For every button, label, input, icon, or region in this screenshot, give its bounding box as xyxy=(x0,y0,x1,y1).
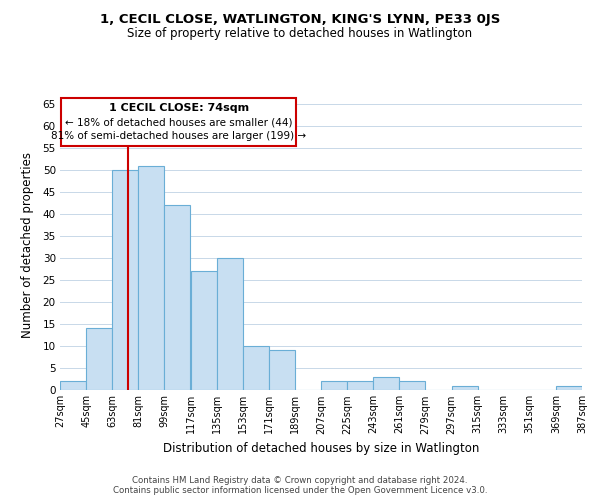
Text: ← 18% of detached houses are smaller (44): ← 18% of detached houses are smaller (44… xyxy=(65,117,293,127)
X-axis label: Distribution of detached houses by size in Watlington: Distribution of detached houses by size … xyxy=(163,442,479,455)
FancyBboxPatch shape xyxy=(61,98,296,146)
Bar xyxy=(139,166,164,390)
Bar xyxy=(86,328,112,390)
Text: 81% of semi-detached houses are larger (199) →: 81% of semi-detached houses are larger (… xyxy=(52,131,307,141)
Text: Contains public sector information licensed under the Open Government Licence v3: Contains public sector information licen… xyxy=(113,486,487,495)
Text: 1, CECIL CLOSE, WATLINGTON, KING'S LYNN, PE33 0JS: 1, CECIL CLOSE, WATLINGTON, KING'S LYNN,… xyxy=(100,12,500,26)
Bar xyxy=(60,381,86,390)
Bar xyxy=(321,381,347,390)
Bar xyxy=(112,170,138,390)
Bar xyxy=(373,377,400,390)
Text: 1 CECIL CLOSE: 74sqm: 1 CECIL CLOSE: 74sqm xyxy=(109,103,249,113)
Bar xyxy=(400,381,425,390)
Bar xyxy=(164,206,190,390)
Y-axis label: Number of detached properties: Number of detached properties xyxy=(21,152,34,338)
Bar xyxy=(347,381,373,390)
Bar xyxy=(242,346,269,390)
Text: Size of property relative to detached houses in Watlington: Size of property relative to detached ho… xyxy=(127,28,473,40)
Text: Contains HM Land Registry data © Crown copyright and database right 2024.: Contains HM Land Registry data © Crown c… xyxy=(132,476,468,485)
Bar xyxy=(191,272,217,390)
Bar xyxy=(452,386,478,390)
Bar xyxy=(269,350,295,390)
Bar xyxy=(556,386,582,390)
Bar xyxy=(217,258,242,390)
